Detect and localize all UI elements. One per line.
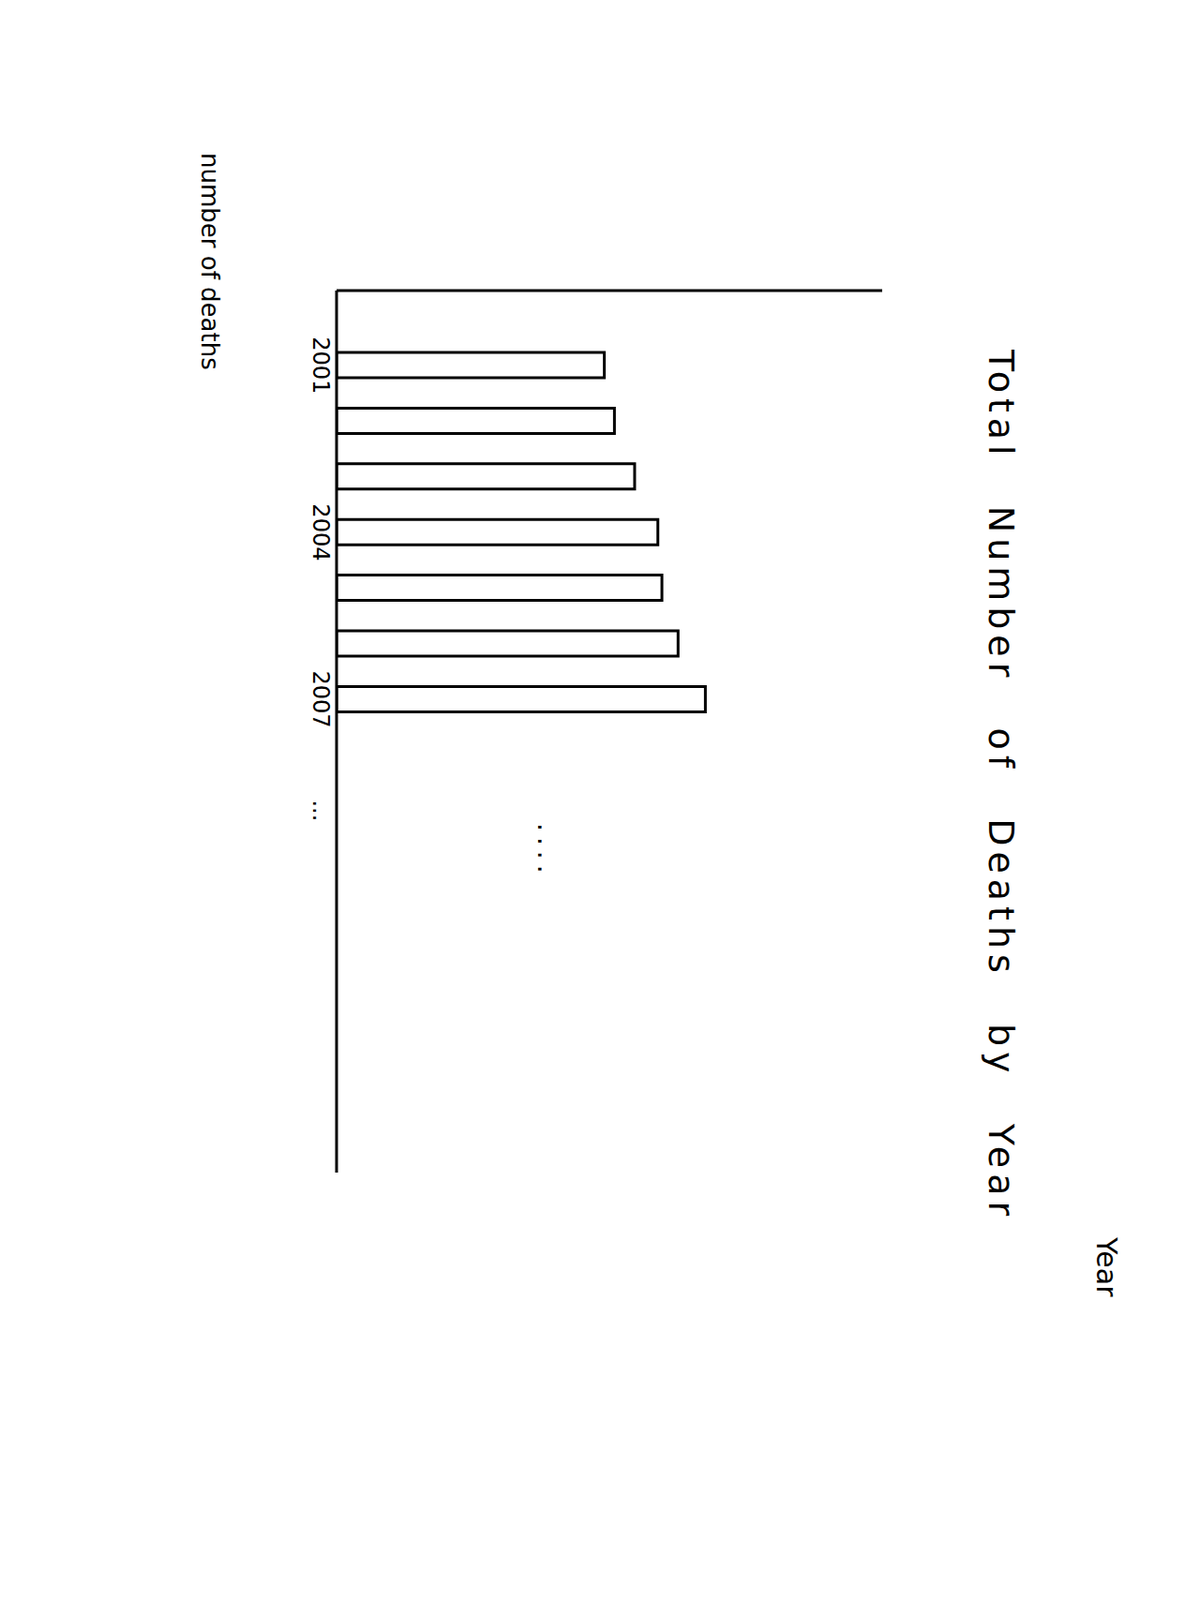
svg-text:...: ... — [307, 799, 334, 822]
svg-text:2004: 2004 — [307, 503, 334, 561]
svg-text:2001: 2001 — [307, 336, 334, 394]
svg-text:2007: 2007 — [307, 671, 334, 729]
html-text:Year: Year — [1090, 1237, 1124, 1298]
html-text:Total Number of Deaths by Year: Total Number of Deaths by Year — [980, 349, 1022, 1222]
html-text:number of deaths: number of deaths — [195, 152, 225, 371]
